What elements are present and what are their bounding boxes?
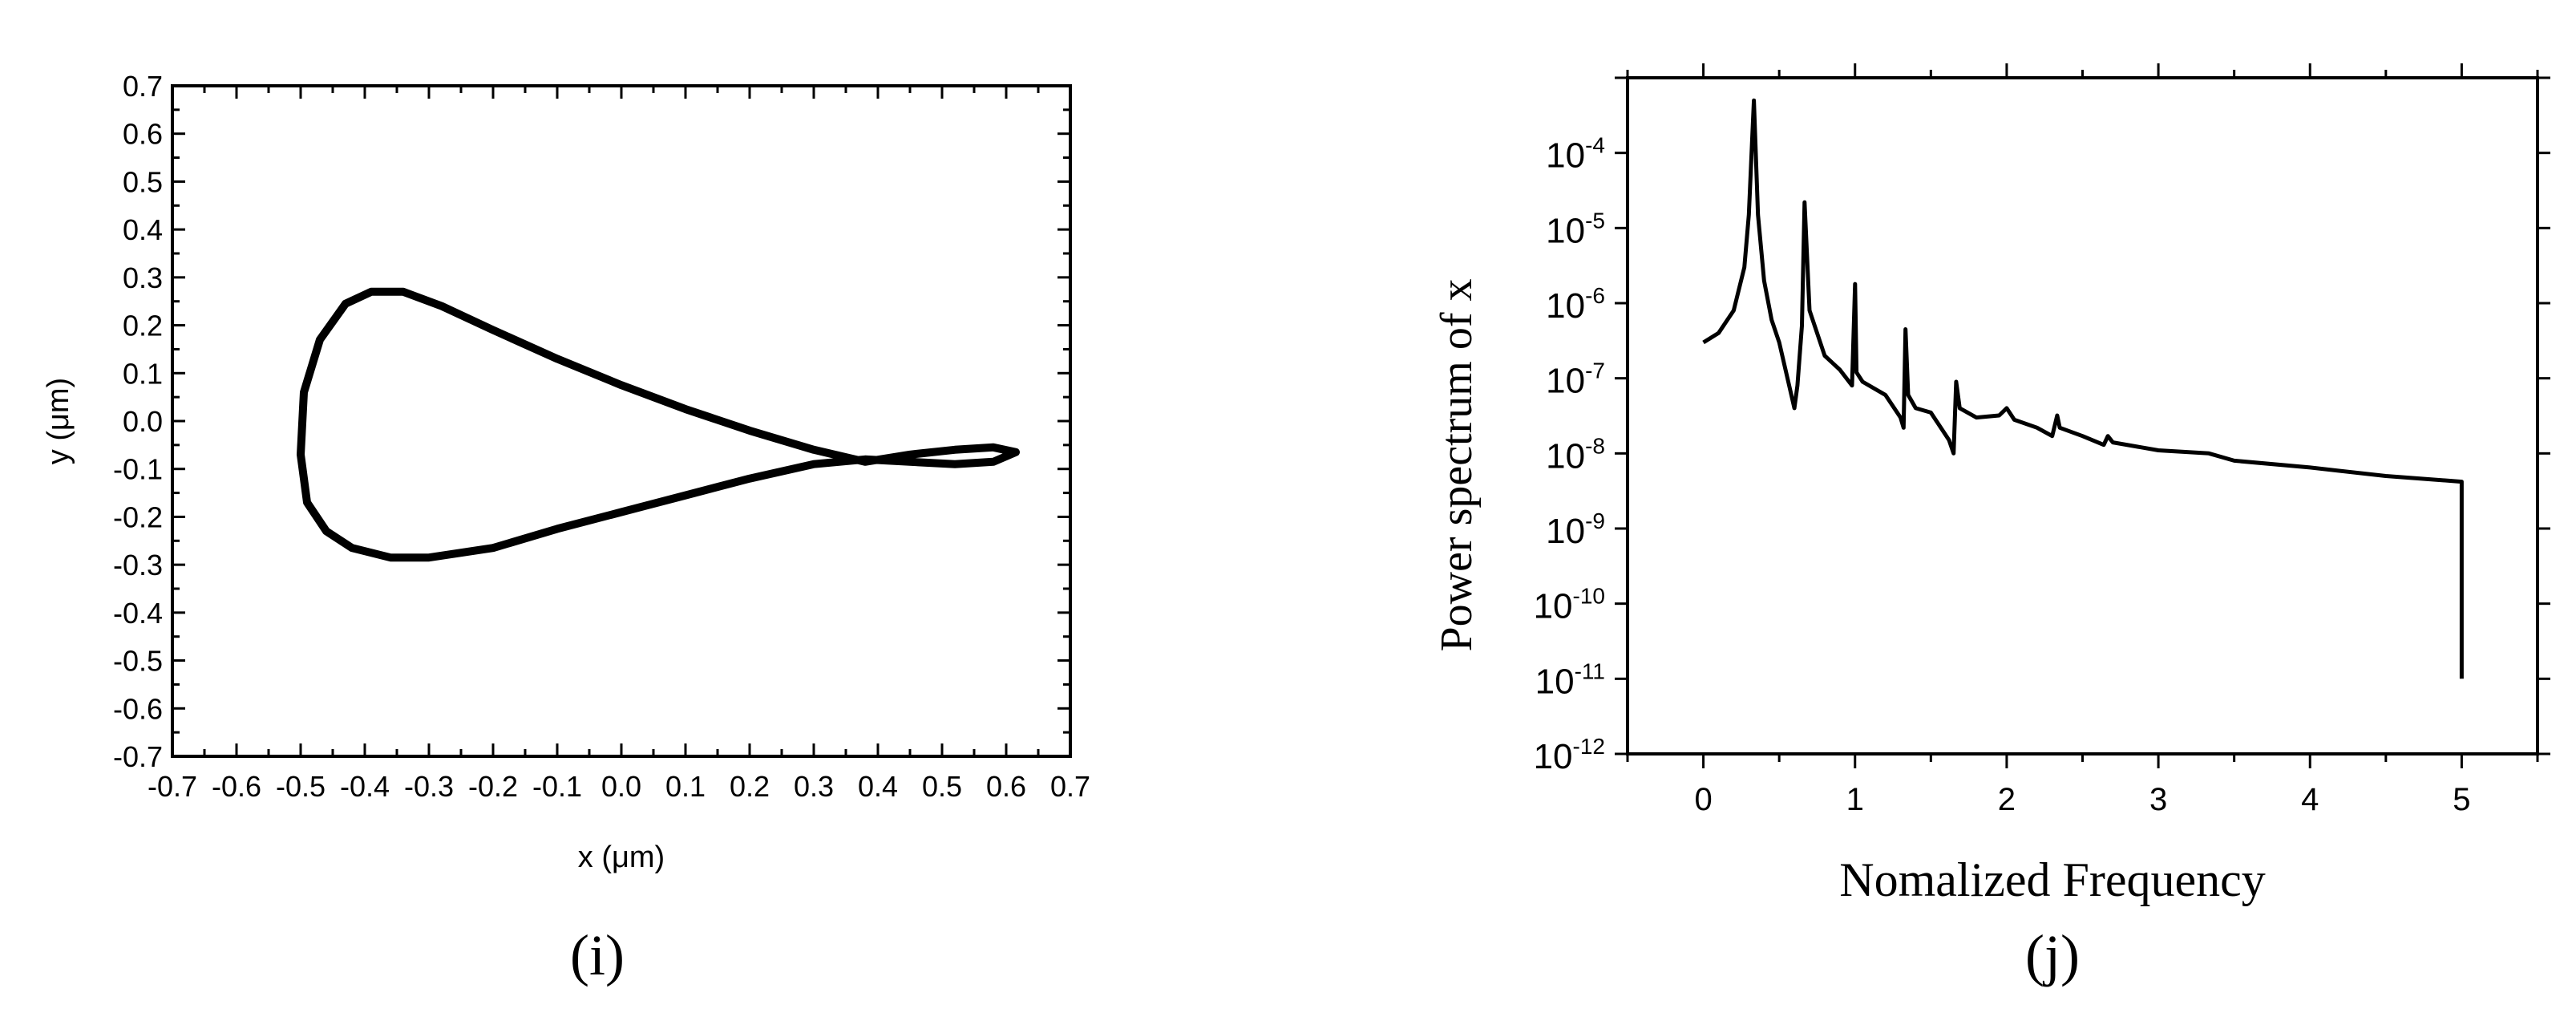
trajectory-y-tick-labels: 0.7 0.6 0.5 0.4 0.3 0.2 0.1 0.0 -0.1 -0.2 -0.3 -0.4…	[113, 70, 163, 773]
x-tick-label: 0.4	[858, 770, 898, 803]
x-tick-label: 0.1	[665, 770, 706, 803]
x-tick-label: -0.6	[212, 770, 261, 803]
trajectory-plot-frame	[171, 84, 1072, 758]
spectrum-y-tick-labels: 10-4 10-5 10-6 10-7 10-8 10-9 10-10 10-11 10-12	[1534, 133, 1605, 776]
y-tick-label: 0.6	[123, 118, 163, 151]
x-tick-label: -0.4	[340, 770, 390, 803]
y-tick-label: -0.4	[113, 597, 163, 630]
y-tick-label: 10-6	[1546, 283, 1605, 326]
y-tick-label: 10-7	[1546, 359, 1605, 401]
y-tick-label: -0.3	[113, 549, 163, 581]
y-tick-label: 10-4	[1546, 133, 1605, 176]
y-tick-label: 10-10	[1534, 584, 1605, 626]
y-tick-label: -0.1	[113, 453, 163, 486]
panel-caption-j: (j)	[2025, 923, 2080, 987]
trajectory-x-axis-label: x (μm)	[578, 841, 665, 874]
x-tick-label: 0.7	[1050, 770, 1090, 803]
y-tick-label: -0.2	[113, 500, 163, 533]
x-tick-label: 0	[1694, 782, 1712, 817]
x-tick-label: 0.5	[922, 770, 962, 803]
y-tick-label: 0.4	[123, 213, 163, 246]
y-tick-label: 0.5	[123, 165, 163, 198]
y-tick-label: 10-9	[1546, 508, 1605, 551]
x-tick-label: 5	[2453, 782, 2470, 817]
x-tick-label: 0.3	[794, 770, 834, 803]
y-tick-label: -0.6	[113, 692, 163, 725]
spectrum-panel: 0 1 2 3 4 5 10-4 10-5 10-6 10-7 10-8 10-9 10-10 10-1…	[1432, 63, 2550, 987]
x-tick-label: 4	[2301, 782, 2319, 817]
y-tick-label: 10-8	[1546, 433, 1605, 476]
y-tick-label: 10-5	[1546, 208, 1605, 250]
panel-caption-i: (i)	[570, 923, 625, 987]
y-tick-label: 0.2	[123, 310, 163, 342]
trajectory-curve	[297, 287, 1020, 562]
spectrum-ticks	[1615, 63, 2550, 768]
trajectory-y-axis-label: y (μm)	[42, 378, 75, 464]
spectrum-plot-frame	[1626, 76, 2539, 756]
spectrum-x-tick-labels: 0 1 2 3 4 5	[1694, 782, 2470, 817]
y-tick-label: 10-11	[1535, 658, 1605, 701]
x-tick-label: 1	[1846, 782, 1864, 817]
x-tick-label: -0.7	[148, 770, 197, 803]
spectrum-y-axis-label: Power spectrum of x	[1432, 278, 1482, 651]
x-tick-label: 3	[2149, 782, 2167, 817]
x-tick-label: -0.5	[276, 770, 326, 803]
y-tick-label: 0.1	[123, 357, 163, 390]
x-tick-label: -0.3	[404, 770, 454, 803]
spectrum-curve	[1702, 98, 2464, 679]
x-tick-label: 2	[1998, 782, 2016, 817]
x-tick-label: 0.0	[601, 770, 641, 803]
x-tick-label: 0.6	[986, 770, 1026, 803]
y-tick-label: 10-12	[1534, 734, 1605, 776]
y-tick-label: 0.3	[123, 261, 163, 294]
x-tick-label: -0.1	[532, 770, 582, 803]
y-tick-label: -0.7	[113, 740, 163, 773]
trajectory-panel: -0.7 -0.6 -0.5 -0.4 -0.3 -0.2 -0.1 0.0 0.1 0.2 0.3…	[42, 70, 1090, 987]
spectrum-x-axis-label: Nomalized Frequency	[1839, 853, 2265, 906]
y-tick-label: -0.5	[113, 645, 163, 678]
y-tick-label: 0.0	[123, 405, 163, 438]
trajectory-ticks	[171, 84, 1072, 758]
y-tick-label: 0.7	[123, 70, 163, 103]
trajectory-x-tick-labels: -0.7 -0.6 -0.5 -0.4 -0.3 -0.2 -0.1 0.0 0.1 0.2 0.3…	[148, 770, 1090, 803]
x-tick-label: -0.2	[468, 770, 518, 803]
x-tick-label: 0.2	[730, 770, 770, 803]
